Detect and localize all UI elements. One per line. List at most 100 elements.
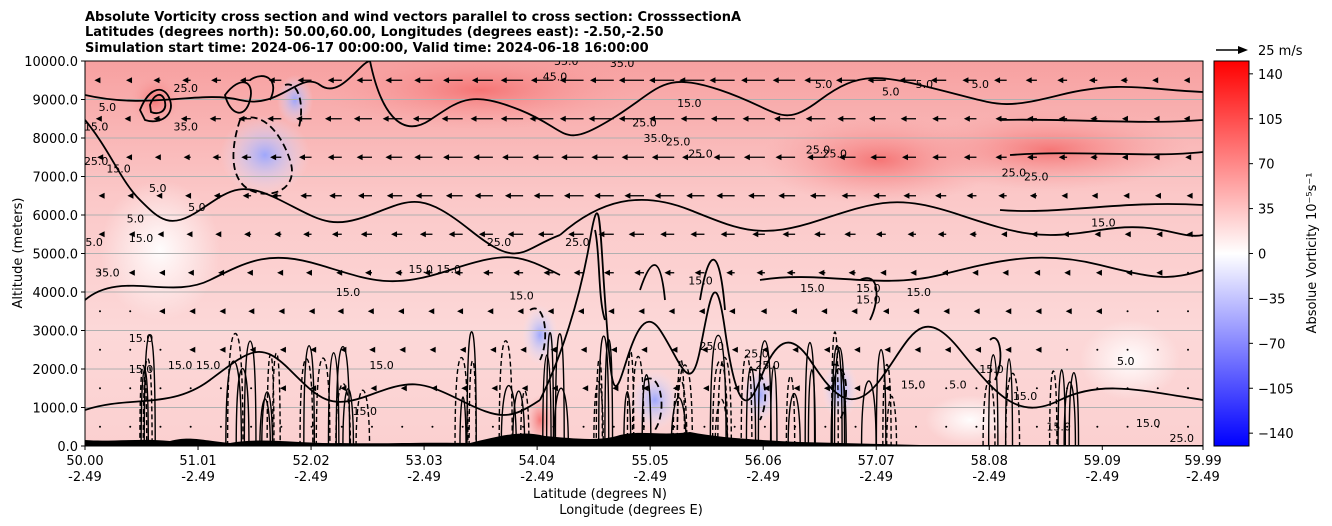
x-tick-label-lat: 56.06 xyxy=(745,454,782,469)
surface-contour xyxy=(595,358,604,446)
wind-vector xyxy=(1121,115,1128,122)
wind-vectors xyxy=(94,77,1193,428)
wind-vector-head xyxy=(733,385,740,392)
wind-vector-head xyxy=(298,154,305,161)
contour-label: 35.0 xyxy=(173,120,198,133)
wind-vector xyxy=(1058,154,1068,161)
wind-vector xyxy=(337,308,344,315)
x-tick-label-lon: -2.49 xyxy=(181,470,215,485)
wind-vector-head xyxy=(153,115,160,122)
wind-vector-head xyxy=(641,346,648,353)
contour-label: 15.0 xyxy=(78,236,103,249)
wind-vector xyxy=(329,192,342,199)
wind-vector-head xyxy=(752,231,759,238)
wind-vector xyxy=(159,425,162,428)
contour-line xyxy=(224,81,252,114)
negative-contour xyxy=(284,83,302,131)
wind-vector xyxy=(459,346,466,353)
wind-vector-head xyxy=(478,231,485,238)
wind-vector xyxy=(99,271,101,274)
wind-vector xyxy=(353,115,372,122)
wind-vector xyxy=(698,308,705,315)
y-axis-ticks: 0.0 1000.0 2000.0 3000.0 4000.0 5000.0 6000.0 7… xyxy=(24,55,85,455)
wind-vector-head xyxy=(682,154,689,161)
x-tick-label-lon: -2.49 xyxy=(1186,470,1220,485)
x-tick-label-lat: 59.09 xyxy=(1084,454,1121,469)
wind-vector-head xyxy=(303,231,310,238)
wind-vector-head xyxy=(127,192,134,199)
wind-vector-head xyxy=(638,308,645,315)
wind-vector xyxy=(1186,192,1193,199)
wind-vector-head xyxy=(598,231,605,238)
wind-vector xyxy=(474,192,493,199)
wind-vector-head xyxy=(932,115,939,122)
wind-vector xyxy=(533,192,554,199)
x-tick-label-lat: 51.01 xyxy=(179,454,216,469)
surface-contour xyxy=(860,380,877,446)
wind-vector xyxy=(660,231,675,238)
surface-contour xyxy=(225,360,243,446)
wind-vector xyxy=(127,192,134,199)
wind-vector-head xyxy=(743,154,750,161)
wind-vector xyxy=(502,154,524,161)
contour-label: 25.0 xyxy=(565,236,590,249)
wind-vector-head xyxy=(884,385,891,392)
x-tick-label-lat: 52.02 xyxy=(292,454,329,469)
wind-vector xyxy=(793,385,800,392)
wind-vector xyxy=(628,231,644,238)
wind-vector xyxy=(1066,387,1069,390)
colorbar-label: Absolue Vorticity 10⁻⁵s⁻¹ xyxy=(1305,173,1320,334)
wind-vector-head xyxy=(782,231,789,238)
wind-vector xyxy=(99,348,101,351)
contour-label: 15.0 xyxy=(84,120,109,133)
wind-vector-head xyxy=(868,115,875,122)
wind-vector xyxy=(99,310,101,313)
wind-vector-head xyxy=(610,346,617,353)
wind-vector-head xyxy=(1027,154,1034,161)
wind-vector xyxy=(212,154,221,161)
y-tick-label: 4000.0 xyxy=(33,286,79,301)
wind-vector xyxy=(998,192,1007,199)
wind-vector xyxy=(324,115,342,122)
wind-vector-head xyxy=(537,231,544,238)
wind-vector xyxy=(792,346,799,353)
wind-vector-head xyxy=(491,385,498,392)
surface-contour xyxy=(982,379,996,446)
wind-vector-head xyxy=(212,154,219,161)
contour-label: 15.0 xyxy=(336,286,361,299)
wind-vector-head xyxy=(500,77,507,84)
contour-label: 45.0 xyxy=(543,70,568,83)
wind-vector-head xyxy=(300,192,307,199)
contour-label: 15.0 xyxy=(129,332,154,345)
y-tick-label: 2000.0 xyxy=(33,363,79,378)
wind-vector xyxy=(391,231,403,238)
wind-vector-head xyxy=(563,192,570,199)
vorticity-blob xyxy=(1080,320,1180,400)
wind-vector xyxy=(327,77,342,84)
wind-vector xyxy=(448,231,463,238)
wind-vector-head xyxy=(218,269,225,276)
wind-vector-head xyxy=(1186,231,1193,238)
wind-vector-head xyxy=(441,115,448,122)
wind-vector xyxy=(277,269,284,276)
surface-contour xyxy=(142,358,153,446)
wind-vector xyxy=(520,346,527,353)
wind-vector xyxy=(818,269,826,276)
wind-vector-head xyxy=(756,269,763,276)
wind-vector xyxy=(867,77,886,84)
surface-contour xyxy=(740,355,753,446)
wind-vector xyxy=(743,154,765,161)
wind-vector-head xyxy=(634,269,641,276)
wind-vector xyxy=(1096,348,1099,351)
wind-vector xyxy=(491,425,494,428)
wind-vector-head xyxy=(932,154,939,161)
wind-vector xyxy=(490,346,497,353)
wind-vector xyxy=(559,77,584,84)
wind-vector xyxy=(731,346,738,353)
wind-vector xyxy=(185,192,192,199)
wind-vector xyxy=(532,154,554,161)
wind-vector xyxy=(189,425,192,428)
wind-vector xyxy=(1057,77,1068,84)
surface-contour xyxy=(1004,358,1014,446)
wind-vector xyxy=(1185,154,1192,161)
